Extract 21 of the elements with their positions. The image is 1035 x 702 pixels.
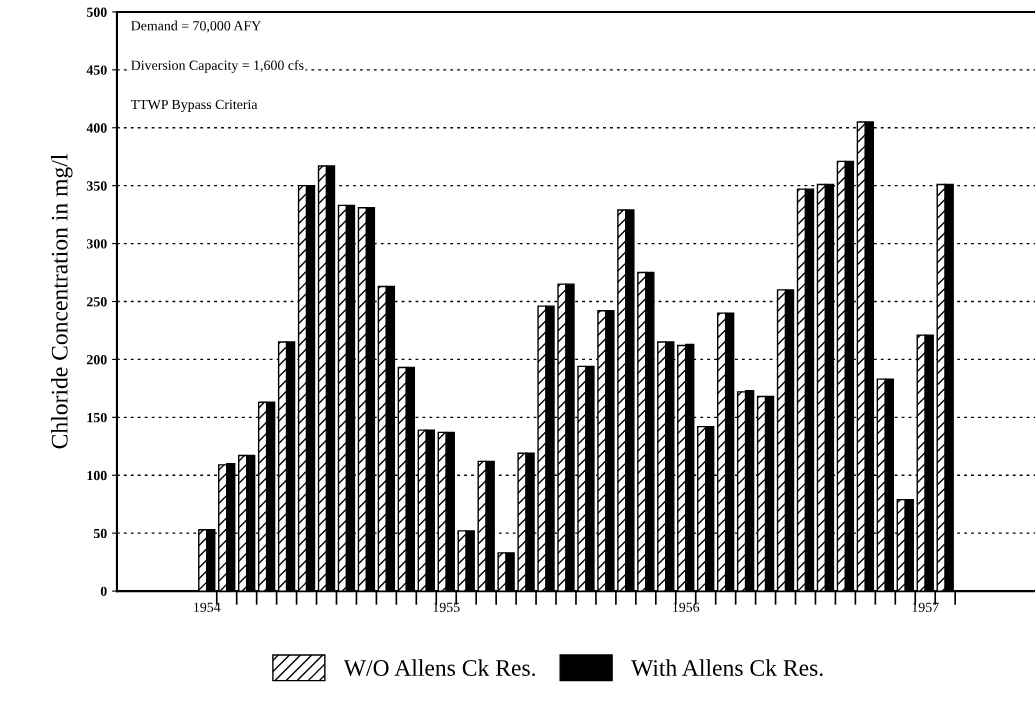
legend-label: With Allens Ck Res. (631, 659, 823, 677)
y-axis-title: Chloride Concentration in mg/l (51, 154, 73, 449)
y-tick-label: 50 (93, 528, 107, 539)
y-tick-label: 100 (87, 470, 107, 481)
y-tick-label: 200 (86, 355, 107, 365)
y-tick-label: 250 (86, 297, 107, 307)
annotation: TTWP Bypass Criteria (130, 99, 258, 112)
y-tick-label: 450 (86, 65, 107, 75)
x-tick-label: 1954 (194, 602, 221, 612)
y-tick-label: 300 (86, 239, 107, 249)
x-tick-label: 1955 (433, 602, 460, 612)
y-tick-label: 350 (86, 181, 107, 191)
x-tick-label: 1957 (912, 602, 939, 612)
legend-label: W/O Allens Ck Res. (343, 659, 535, 677)
annotation: Demand = 70,000 AFY (131, 20, 261, 33)
y-tick-label: 0 (100, 586, 107, 597)
x-tick-label: 1956 (673, 602, 700, 612)
y-tick-label: 400 (86, 123, 107, 133)
y-tick-label: 150 (87, 412, 107, 423)
y-tick-label: 500 (86, 7, 107, 17)
annotation: Diversion Capacity = 1,600 cfs (131, 60, 304, 73)
